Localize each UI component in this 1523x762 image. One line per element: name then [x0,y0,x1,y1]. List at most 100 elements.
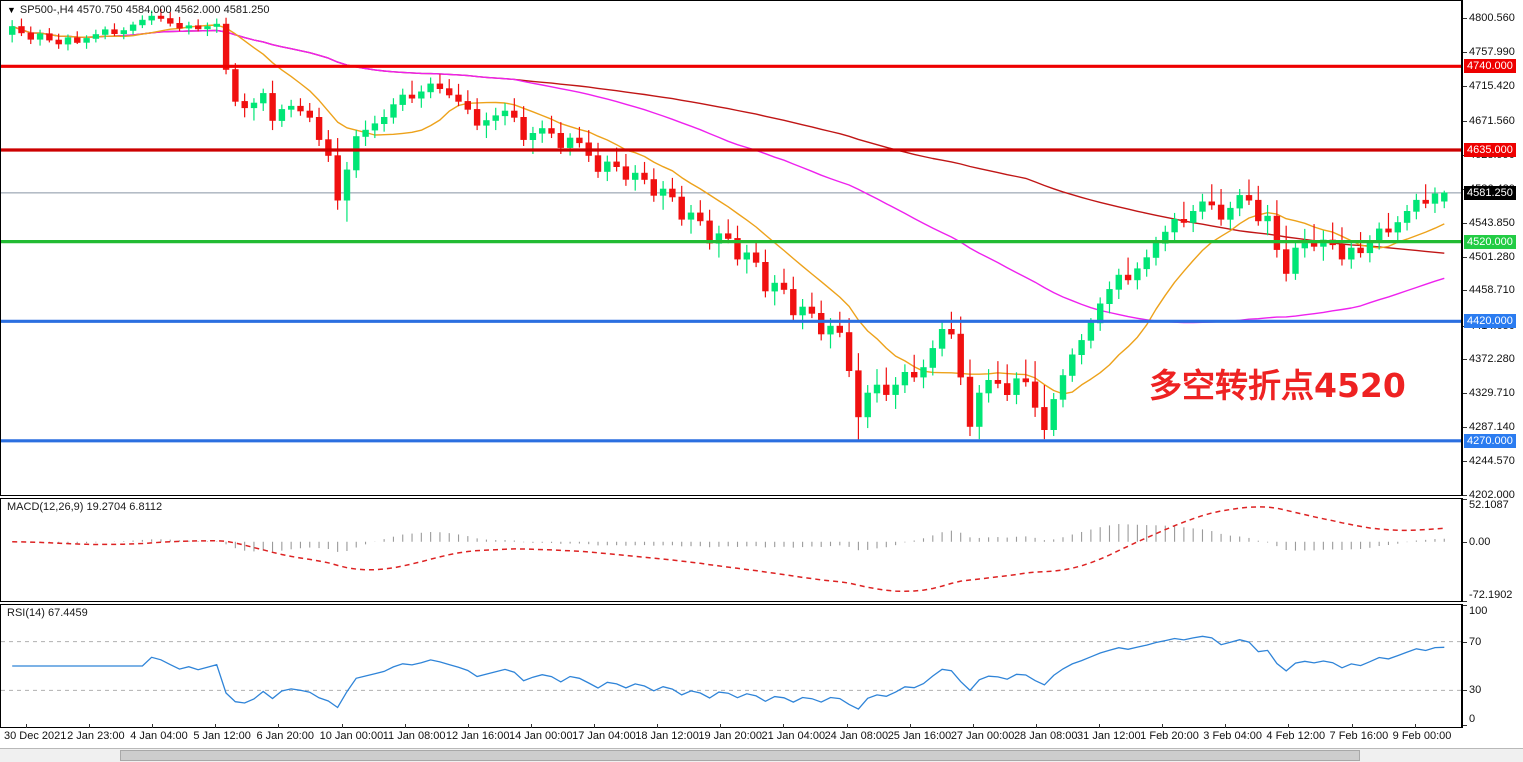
macd-svg [12,506,1445,593]
time-tick-label: 14 Jan 00:00 [508,730,573,742]
price-level-badge[interactable]: 4581.250 [1464,185,1516,200]
time-tick-label: 12 Jan 16:00 [445,730,510,742]
price-tick-mark [1463,256,1467,258]
rsi-tick-label: 70 [1469,635,1482,648]
collapse-caret-icon[interactable]: ▼ [7,5,16,15]
price-tick-mark [1463,18,1467,20]
price-tick-label: 4543.850 [1469,216,1515,229]
time-tick-mark [152,724,154,728]
rsi-tick-mark [1463,725,1467,726]
price-chart-panel[interactable]: ▼ SP500-,H4 4570.750 4584.000 4562.000 45… [0,0,1462,496]
time-tick-label: 30 Dec 2021 [4,730,67,742]
time-tick-mark [909,724,911,728]
price-tick-label: 4671.560 [1469,114,1515,127]
time-tick-mark [720,724,722,728]
macd-tick-label: 52.1087 [1469,499,1509,511]
time-tick-mark [467,724,469,728]
rsi-label: RSI(14) 67.4459 [7,607,88,619]
macd-label: MACD(12,26,9) 19.2704 6.8112 [7,501,163,513]
macd-plot-area[interactable] [1,499,1461,601]
scrollbar-thumb[interactable] [120,750,1360,761]
rsi-plot-area[interactable] [1,605,1461,727]
price-level-badge[interactable]: 4740.000 [1464,59,1516,74]
time-tick-label: 4 Feb 12:00 [1266,730,1326,742]
rsi-tick-mark [1463,605,1467,606]
rsi-tick-label: 100 [1469,605,1488,617]
price-tick-mark [1463,290,1467,292]
time-tick-mark [1162,724,1164,728]
price-level-badge[interactable]: 4420.000 [1464,314,1516,329]
time-tick-mark [1099,724,1101,728]
price-level-badge[interactable]: 4520.000 [1464,234,1516,249]
macd-tick-label: 0.00 [1469,535,1491,548]
time-tick-label: 28 Jan 08:00 [1013,730,1078,742]
time-tick-mark [783,724,785,728]
time-tick-label: 18 Jan 12:00 [635,730,699,742]
price-candlestick-svg [1,8,1461,443]
price-tick-label: 4715.420 [1469,79,1515,92]
horizontal-scrollbar[interactable] [0,748,1523,762]
price-tick-label: 4458.710 [1469,284,1515,297]
time-tick-label: 3 Feb 04:00 [1203,730,1263,742]
price-level-badge[interactable]: 4635.000 [1464,142,1516,157]
time-tick-mark [1288,724,1290,728]
time-tick-mark [404,724,406,728]
time-tick-label: 27 Jan 00:00 [950,730,1015,742]
price-tick-label: 4800.560 [1469,12,1515,25]
chart-annotation-text: 多空转折点4520 [1149,366,1406,405]
price-tick-mark [1463,427,1467,429]
price-tick-label: 4501.280 [1469,250,1515,263]
price-tick-mark [1463,495,1467,496]
macd-tick-mark [1463,499,1467,500]
time-tick-label: 24 Jan 08:00 [824,730,889,742]
time-tick-mark [530,724,532,728]
time-tick-label: 25 Jan 16:00 [887,730,952,742]
macd-panel[interactable]: MACD(12,26,9) 19.2704 6.8112 [0,498,1462,602]
price-level-badge[interactable]: 4270.000 [1464,433,1516,448]
rsi-tick-label: 30 [1469,684,1482,697]
price-tick-mark [1463,359,1467,361]
time-tick-mark [846,724,848,728]
rsi-panel[interactable]: RSI(14) 67.4459 [0,604,1462,728]
price-tick-mark [1463,461,1467,463]
time-tick-mark [1414,724,1416,728]
time-tick-mark [89,724,91,728]
price-tick-label: 4244.570 [1469,455,1515,468]
time-tick-mark [215,724,217,728]
macd-tick-label: -72.1902 [1469,589,1513,601]
time-tick-label: 4 Jan 04:00 [130,730,188,742]
time-tick-mark [1351,724,1353,728]
price-tick-label: 4329.710 [1469,387,1515,400]
time-tick-label: 19 Jan 20:00 [698,730,762,742]
macd-tick-mark [1463,541,1467,543]
time-tick-label: 1 Feb 20:00 [1140,730,1199,742]
rsi-tick-mark [1463,641,1467,643]
price-plot-area[interactable] [1,1,1461,495]
time-tick-label: 6 Jan 20:00 [256,730,314,742]
time-tick-mark [26,724,27,728]
macd-tick-mark [1463,601,1467,602]
time-tick-label: 10 Jan 00:00 [319,730,384,742]
time-tick-mark [657,724,659,728]
price-tick-label: 4757.990 [1469,46,1515,58]
price-tick-mark [1463,393,1467,395]
time-axis[interactable]: 30 Dec 2021 2 Jan 23:00 4 Jan 04:00 5 Jan 1… [0,724,1461,748]
time-tick-mark [341,724,343,728]
price-tick-mark [1463,52,1467,53]
time-tick-label: 11 Jan 08:00 [382,730,446,742]
price-axis[interactable]: 4800.5604757.9904715.4204671.5604628.990… [1462,0,1523,501]
price-tick-mark [1463,222,1467,224]
time-tick-label: 7 Feb 16:00 [1329,730,1389,742]
time-tick-mark [278,724,280,728]
rsi-tick-label: 0 [1469,713,1476,725]
time-tick-label: 9 Feb 00:00 [1392,730,1452,742]
time-tick-mark [1035,724,1037,728]
chart-header-text: SP500-,H4 4570.750 4584.000 4562.000 458… [19,4,270,16]
rsi-axis: 100 70 30 0 [1462,604,1523,728]
time-tick-label: 5 Jan 12:00 [193,730,251,742]
time-tick-mark [1225,724,1227,728]
chart-header: ▼ SP500-,H4 4570.750 4584.000 4562.000 45… [7,4,269,16]
price-tick-mark [1463,120,1467,122]
macd-axis: 52.1087 0.00 -72.1902 [1462,498,1523,602]
time-tick-label: 21 Jan 04:00 [761,730,826,742]
